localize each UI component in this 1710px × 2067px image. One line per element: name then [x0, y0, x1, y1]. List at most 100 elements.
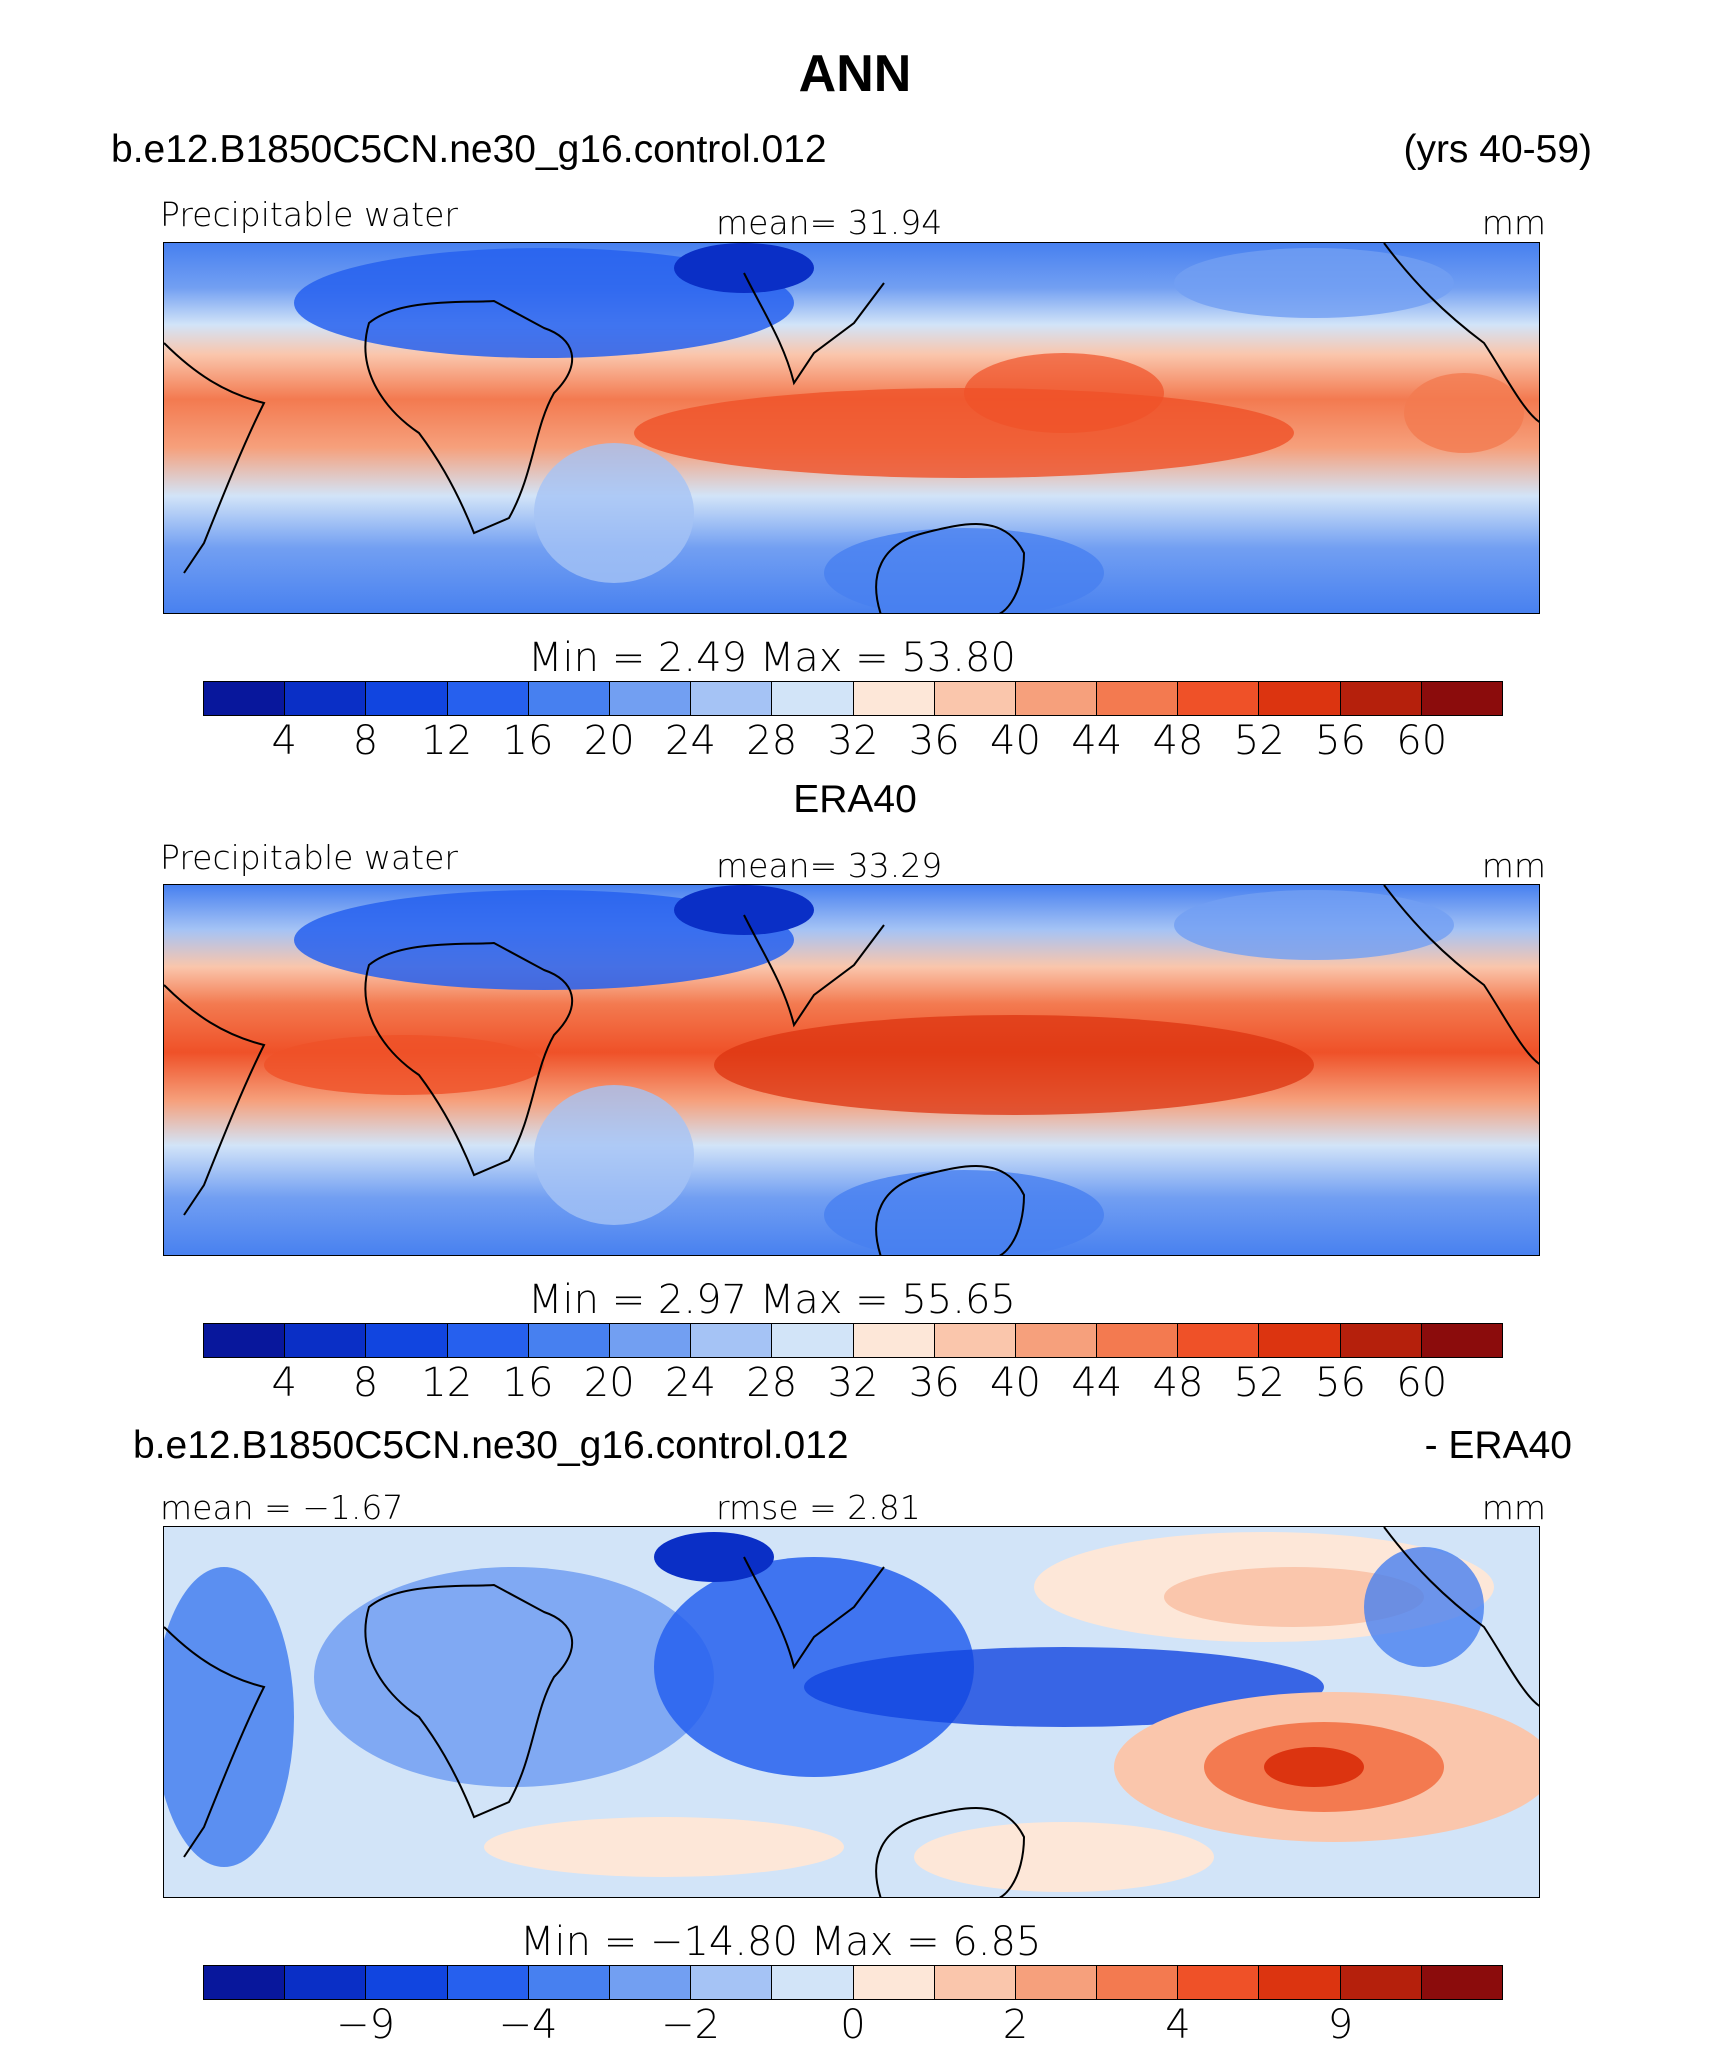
colorbar-swatch [934, 1324, 1016, 1357]
colorbar-swatch [528, 1324, 610, 1357]
colorbar-swatch [1015, 1966, 1098, 1999]
min-max-label: Min = 2.49 Max = 53.80 [528, 635, 1016, 681]
colorbar-swatch [609, 682, 692, 715]
colorbar-swatch [1015, 1324, 1098, 1357]
colorbar-tick-label: 48 [1152, 718, 1204, 764]
mean-label: mean= 31.94 [716, 203, 943, 242]
colorbar-tick-label: 0 [840, 2002, 866, 2048]
colorbar-tick-label: 32 [827, 1360, 879, 1406]
mean-label: mean = −1.67 [160, 1488, 404, 1527]
colorbar-tick-label: 32 [827, 718, 879, 764]
colorbar-swatch [1178, 682, 1260, 715]
colorbar-tick-label: 28 [746, 718, 798, 764]
colorbar-tick-label: 12 [421, 718, 473, 764]
colorbar-swatch [772, 682, 854, 715]
colorbar-tick-label: 16 [502, 718, 554, 764]
case-name-label: b.e12.B1850C5CN.ne30_g16.control.012 [111, 128, 827, 171]
colorbar-swatch [1421, 682, 1502, 715]
colorbar-tick-label: 4 [271, 718, 297, 764]
map-panel-era40 [163, 884, 1540, 1256]
colorbar-swatch [1178, 1324, 1260, 1357]
colorbar-tick-label: 24 [665, 718, 716, 764]
colorbar-swatch [1178, 1966, 1260, 1999]
colorbar-swatch [447, 682, 529, 715]
colorbar-swatch [1259, 682, 1341, 715]
colorbar-tick-label: 52 [1233, 718, 1285, 764]
colorbar-swatch [1340, 1324, 1422, 1357]
colorbar-swatch [285, 682, 367, 715]
colorbar-swatch [1421, 1966, 1502, 1999]
colorbar-swatch [934, 1966, 1016, 1999]
mean-label: mean= 33.29 [716, 846, 943, 885]
colorbar-tick-label: 60 [1396, 1360, 1448, 1406]
colorbar-tick-label: 9 [1327, 2002, 1354, 2048]
colorbar-tick-label: 56 [1315, 1360, 1366, 1406]
colorbar-tick-label: 20 [583, 1360, 635, 1406]
colorbar-model [203, 681, 1503, 716]
colorbar-swatch [1015, 682, 1098, 715]
colorbar-tick-label: 2 [1002, 2002, 1029, 2048]
colorbar-swatch [853, 1966, 935, 1999]
colorbar-tick-label: 44 [1071, 1360, 1123, 1406]
colorbar-tick-label: 44 [1071, 718, 1123, 764]
colorbar-swatch [528, 1966, 610, 1999]
colorbar-swatch [366, 682, 448, 715]
colorbar-tick-label: 60 [1396, 718, 1448, 764]
map-field-model [164, 243, 1539, 613]
colorbar-tick-label: 24 [665, 1360, 716, 1406]
colorbar-swatch [204, 682, 286, 715]
colorbar-swatch [1340, 682, 1422, 715]
colorbar-difference [203, 1965, 1503, 2000]
colorbar-tick-label: 8 [352, 1360, 379, 1406]
colorbar-tick-label: 4 [1165, 2002, 1191, 2048]
colorbar-swatch [1259, 1966, 1341, 1999]
colorbar-swatch [1097, 1324, 1179, 1357]
colorbar-swatch [609, 1324, 692, 1357]
colorbar-tick-label: 40 [990, 718, 1041, 764]
colorbar-swatch [691, 1324, 773, 1357]
colorbar-swatch [366, 1966, 448, 1999]
map-field-difference [164, 1527, 1539, 1897]
colorbar-tick-label: 52 [1233, 1360, 1285, 1406]
variable-label: Precipitable water [160, 195, 458, 234]
colorbar-tick-label: 12 [421, 1360, 473, 1406]
case-name-label: b.e12.B1850C5CN.ne30_g16.control.012 [133, 1424, 849, 1467]
page-title: ANN [798, 45, 912, 103]
units-label: mm [1481, 203, 1546, 242]
colorbar-era40 [203, 1323, 1503, 1358]
colorbar-swatch [1259, 1324, 1341, 1357]
min-max-label: Min = −14.80 Max = 6.85 [520, 1919, 1042, 1965]
variable-label: Precipitable water [160, 838, 458, 877]
colorbar-swatch [1421, 1324, 1502, 1357]
colorbar-tick-label: 40 [990, 1360, 1041, 1406]
colorbar-swatch [447, 1324, 529, 1357]
era40-heading: ERA40 [793, 778, 917, 821]
colorbar-swatch [609, 1966, 692, 1999]
colorbar-swatch [204, 1324, 286, 1357]
rmse-label: rmse = 2.81 [716, 1488, 921, 1527]
colorbar-swatch [528, 682, 610, 715]
difference-suffix-label: - ERA40 [1424, 1424, 1572, 1467]
colorbar-tick-label: −4 [498, 2002, 558, 2048]
colorbar-swatch [772, 1966, 854, 1999]
colorbar-swatch [853, 1324, 935, 1357]
colorbar-swatch [691, 682, 773, 715]
colorbar-tick-label: 56 [1315, 718, 1366, 764]
colorbar-swatch [772, 1324, 854, 1357]
colorbar-swatch [1097, 1966, 1179, 1999]
map-field-era40 [164, 885, 1539, 1255]
colorbar-swatch [285, 1324, 367, 1357]
colorbar-swatch [691, 1966, 773, 1999]
colorbar-tick-label: −2 [661, 2002, 720, 2048]
units-label: mm [1481, 846, 1546, 885]
colorbar-swatch [1097, 682, 1179, 715]
colorbar-tick-label: 16 [502, 1360, 554, 1406]
colorbar-tick-label: 4 [271, 1360, 297, 1406]
colorbar-tick-label: 28 [746, 1360, 798, 1406]
years-label: (yrs 40-59) [1403, 128, 1592, 171]
colorbar-tick-label: 36 [908, 1360, 960, 1406]
colorbar-swatch [934, 682, 1016, 715]
map-panel-difference [163, 1526, 1540, 1898]
colorbar-tick-label: 8 [352, 718, 379, 764]
map-panel-model [163, 242, 1540, 614]
